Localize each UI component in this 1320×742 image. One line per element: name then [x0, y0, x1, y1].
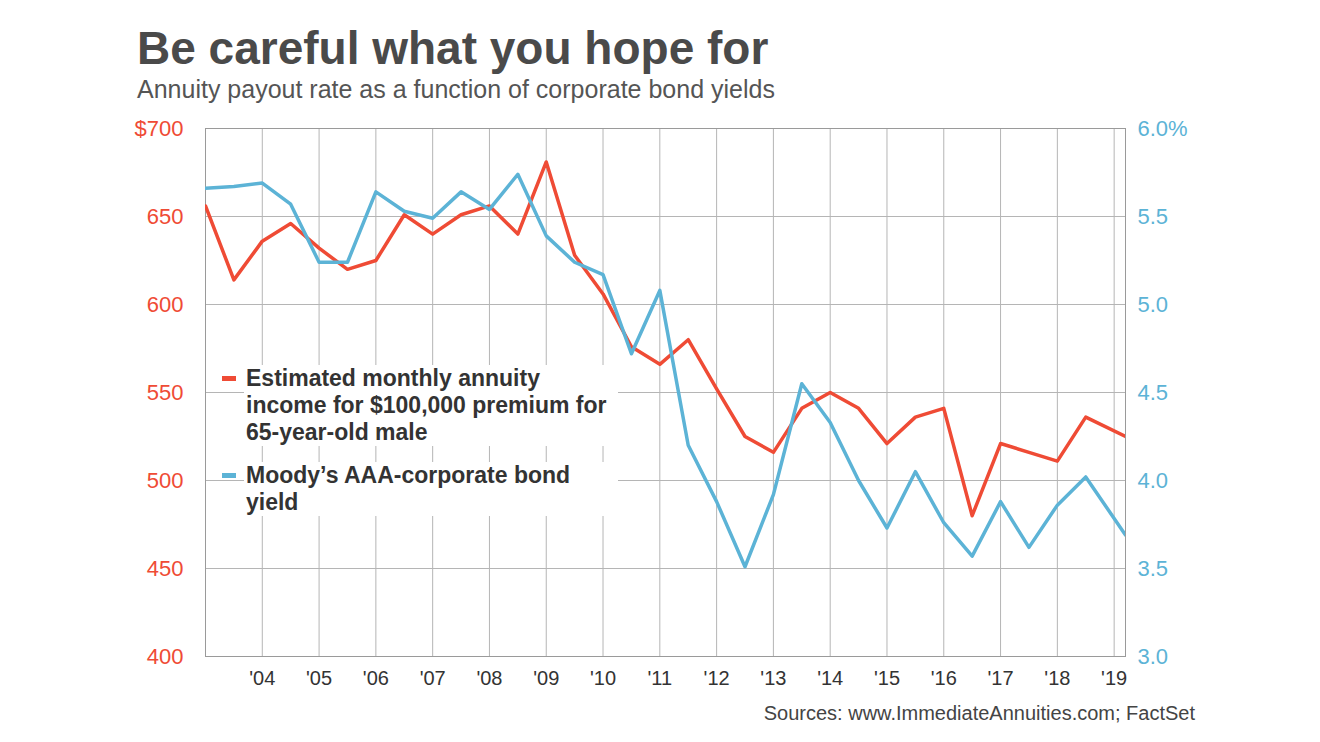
- svg-text:500: 500: [147, 468, 184, 493]
- html-text:Be careful what you hope for: Be careful what you hope for: [137, 22, 769, 74]
- html-text:Moody’s AAA-corporate bond yie: Moody’s AAA-corporate bond yield: [246, 462, 571, 515]
- svg-text:3.0: 3.0: [1138, 644, 1169, 669]
- svg-text:'14: '14: [817, 667, 843, 689]
- html-text:Estimated monthly annuity inco: Estimated monthly annuity income for $10…: [246, 365, 607, 445]
- svg-text:'08: '08: [476, 667, 502, 689]
- svg-text:'07: '07: [420, 667, 446, 689]
- svg-text:650: 650: [147, 204, 184, 229]
- svg-text:4.5: 4.5: [1138, 380, 1169, 405]
- html-text:Sources: www.ImmediateAnnuitie: Sources: www.ImmediateAnnuities.com; Fac…: [763, 702, 1195, 724]
- svg-text:3.5: 3.5: [1138, 556, 1169, 581]
- svg-text:'11: '11: [648, 667, 673, 689]
- svg-text:'18: '18: [1044, 667, 1070, 689]
- svg-text:'13: '13: [760, 667, 786, 689]
- svg-text:'10: '10: [590, 667, 616, 689]
- svg-text:'06: '06: [363, 667, 389, 689]
- html-text:Annuity payout rate as a funct: Annuity payout rate as a function of cor…: [137, 75, 775, 103]
- svg-text:$700: $700: [135, 116, 184, 141]
- svg-text:'15: '15: [874, 667, 900, 689]
- svg-text:6.0%: 6.0%: [1138, 116, 1188, 141]
- svg-text:'19: '19: [1101, 667, 1127, 689]
- svg-text:600: 600: [147, 292, 184, 317]
- svg-text:550: 550: [147, 380, 184, 405]
- svg-text:'05: '05: [306, 667, 332, 689]
- svg-text:450: 450: [147, 556, 184, 581]
- svg-text:5.0: 5.0: [1138, 292, 1169, 317]
- svg-text:'04: '04: [249, 667, 275, 689]
- svg-text:4.0: 4.0: [1138, 468, 1169, 493]
- svg-text:5.5: 5.5: [1138, 204, 1169, 229]
- svg-text:400: 400: [147, 644, 184, 669]
- svg-text:'09: '09: [533, 667, 559, 689]
- svg-text:'16: '16: [931, 667, 957, 689]
- svg-text:'17: '17: [988, 667, 1014, 689]
- svg-text:'12: '12: [704, 667, 730, 689]
